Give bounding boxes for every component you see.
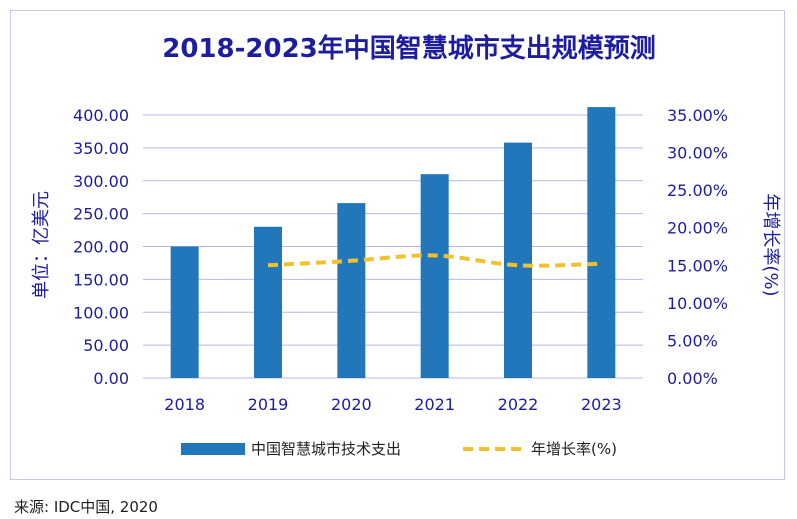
legend: 中国智慧城市技术支出 年增长率(%) bbox=[181, 440, 617, 458]
y2-tick-label: 25.00% bbox=[667, 181, 728, 200]
growth-line-path bbox=[267, 253, 602, 268]
y-tick-label: 400.00 bbox=[73, 106, 129, 125]
chart-svg: 2018-2023年中国智慧城市支出规模预测 0.00 50.00 100.00 15… bbox=[31, 33, 781, 458]
bar bbox=[587, 107, 616, 379]
gridlines bbox=[143, 114, 643, 379]
y-tick-label: 0.00 bbox=[93, 369, 129, 388]
x-tick-label: 2022 bbox=[498, 395, 539, 414]
y2-tick-label: 15.00% bbox=[667, 256, 728, 275]
y2-tick-label: 35.00% bbox=[667, 106, 728, 125]
bars bbox=[170, 107, 616, 379]
chart-title: 2018-2023年中国智慧城市支出规模预测 bbox=[162, 33, 656, 64]
y-tick-label: 250.00 bbox=[73, 205, 129, 224]
y2-axis-ticks: 0.00% 5.00% 10.00% 15.00% 20.00% 25.00% 30.00%… bbox=[667, 106, 728, 388]
bar bbox=[254, 226, 282, 378]
y2-tick-label: 10.00% bbox=[667, 294, 728, 313]
legend-label-bar: 中国智慧城市技术支出 bbox=[251, 440, 401, 458]
growth-line bbox=[267, 253, 602, 268]
x-tick-label: 2021 bbox=[414, 395, 455, 414]
y-tick-label: 300.00 bbox=[73, 172, 129, 191]
y-axis-ticks: 0.00 50.00 100.00 150.00 200.00 250.00 300.00 3… bbox=[73, 106, 129, 388]
x-axis-ticks: 2018 2019 2020 2021 2022 2023 bbox=[164, 395, 621, 414]
y2-axis-label: 年增长率(%) bbox=[760, 193, 781, 296]
x-tick-label: 2019 bbox=[248, 395, 289, 414]
y-tick-label: 200.00 bbox=[73, 238, 129, 257]
y2-tick-label: 30.00% bbox=[667, 144, 728, 163]
y-axis-label: 单位：亿美元 bbox=[31, 191, 52, 299]
bar bbox=[504, 142, 532, 378]
y2-tick-label: 0.00% bbox=[667, 369, 718, 388]
bar bbox=[420, 174, 449, 378]
y2-tick-label: 20.00% bbox=[667, 219, 728, 238]
y-tick-label: 100.00 bbox=[73, 303, 129, 322]
y-tick-label: 150.00 bbox=[73, 270, 129, 289]
x-tick-label: 2018 bbox=[164, 395, 205, 414]
chart-frame: 2018-2023年中国智慧城市支出规模预测 0.00 50.00 100.00 15… bbox=[10, 10, 785, 480]
bar bbox=[337, 203, 366, 378]
y-tick-label: 50.00 bbox=[83, 336, 129, 355]
y2-tick-label: 5.00% bbox=[667, 331, 718, 350]
x-tick-label: 2023 bbox=[581, 395, 622, 414]
legend-label-line: 年增长率(%) bbox=[531, 440, 617, 458]
legend-swatch-bar bbox=[181, 443, 245, 455]
source-note: 来源: IDC中国, 2020 bbox=[14, 498, 158, 516]
bar bbox=[170, 246, 199, 378]
x-tick-label: 2020 bbox=[331, 395, 372, 414]
y-tick-label: 350.00 bbox=[73, 139, 129, 158]
